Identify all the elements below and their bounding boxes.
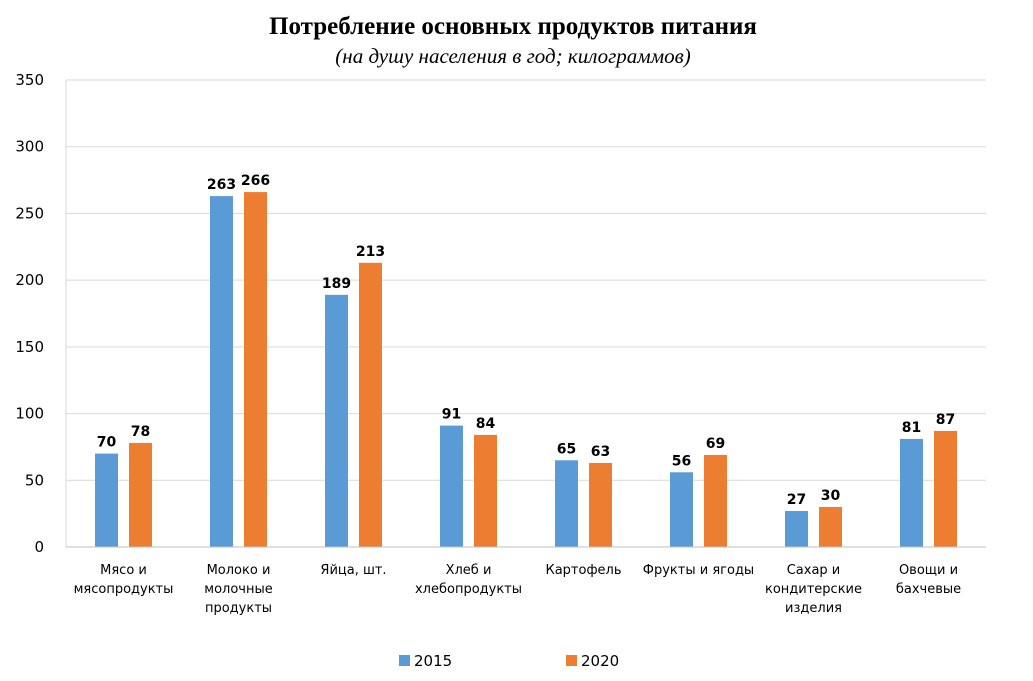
category-label: изделия	[785, 601, 842, 616]
legend-label: 2015	[414, 652, 452, 670]
data-label: 65	[557, 441, 576, 457]
bar-2015	[95, 453, 118, 547]
category-label: Яйца, шт.	[320, 563, 386, 578]
data-label: 69	[706, 436, 725, 452]
y-tick-label: 250	[15, 204, 44, 222]
data-label: 87	[936, 412, 955, 428]
data-label: 27	[787, 492, 806, 508]
legend: 2015 2020	[399, 652, 619, 670]
y-axis-ticks: 0 50 100 150 200 250 300 350	[15, 71, 44, 556]
legend-label: 2020	[581, 652, 619, 670]
data-label: 91	[442, 407, 461, 423]
bar-2020	[244, 192, 267, 547]
bar-2015	[440, 425, 463, 547]
y-tick-label: 300	[15, 138, 44, 156]
bar-2015	[325, 294, 348, 547]
bar-2020	[589, 462, 612, 547]
category-label: хлебопродукты	[415, 582, 522, 597]
bar-2015	[555, 460, 578, 547]
data-label: 84	[476, 416, 496, 432]
category-label: Хлеб и	[446, 563, 492, 578]
chart-title: Потребление основных продуктов питания	[269, 13, 757, 40]
category-label: Овощи и	[899, 563, 958, 578]
data-label: 56	[672, 453, 691, 469]
bar-2020	[359, 262, 382, 547]
bars	[95, 192, 957, 547]
category-label: бахчевые	[896, 582, 961, 597]
y-tick-label: 200	[15, 271, 44, 289]
category-label: Мясо и	[100, 563, 147, 578]
legend-swatch-2015	[399, 655, 410, 666]
bar-2020	[704, 454, 727, 547]
y-tick-label: 0	[34, 538, 44, 556]
category-label: Молоко и	[207, 563, 271, 578]
data-label: 266	[241, 173, 270, 189]
y-tick-label: 50	[25, 471, 44, 489]
chart-subtitle: (на душу населения в год; килограммов)	[335, 44, 690, 68]
bar-2015	[785, 510, 808, 547]
category-label: Картофель	[545, 563, 621, 578]
gridlines	[65, 79, 986, 548]
bar-2020	[129, 442, 152, 547]
bar-2015	[210, 196, 233, 547]
bar-2020	[819, 506, 842, 547]
bar-2015	[900, 438, 923, 547]
bar-2015	[670, 472, 693, 547]
category-label: кондитерские	[765, 582, 862, 597]
category-label: продукты	[205, 601, 272, 616]
data-label: 30	[821, 488, 841, 504]
y-tick-label: 350	[15, 71, 44, 89]
category-label: мясопродукты	[74, 582, 174, 597]
data-label: 189	[322, 276, 351, 292]
data-label: 70	[97, 435, 117, 451]
category-label: Фрукты и ягоды	[643, 563, 754, 578]
category-label: Сахар и	[787, 563, 841, 578]
data-label: 78	[131, 424, 150, 440]
y-tick-label: 100	[15, 405, 44, 423]
data-labels: 70 78 263 266 189 213 91 84 65 63 56 69 27 30 81 87	[97, 173, 955, 508]
legend-swatch-2020	[566, 655, 577, 666]
data-label: 263	[207, 177, 236, 193]
category-labels: Мясо и мясопродукты Молоко и молочные продук…	[74, 563, 962, 616]
data-label: 63	[591, 444, 610, 460]
data-label: 213	[356, 244, 385, 260]
y-tick-label: 150	[15, 338, 44, 356]
bar-2020	[934, 430, 957, 547]
category-label: молочные	[204, 582, 272, 597]
data-label: 81	[902, 420, 921, 436]
bar-2020	[474, 434, 497, 547]
